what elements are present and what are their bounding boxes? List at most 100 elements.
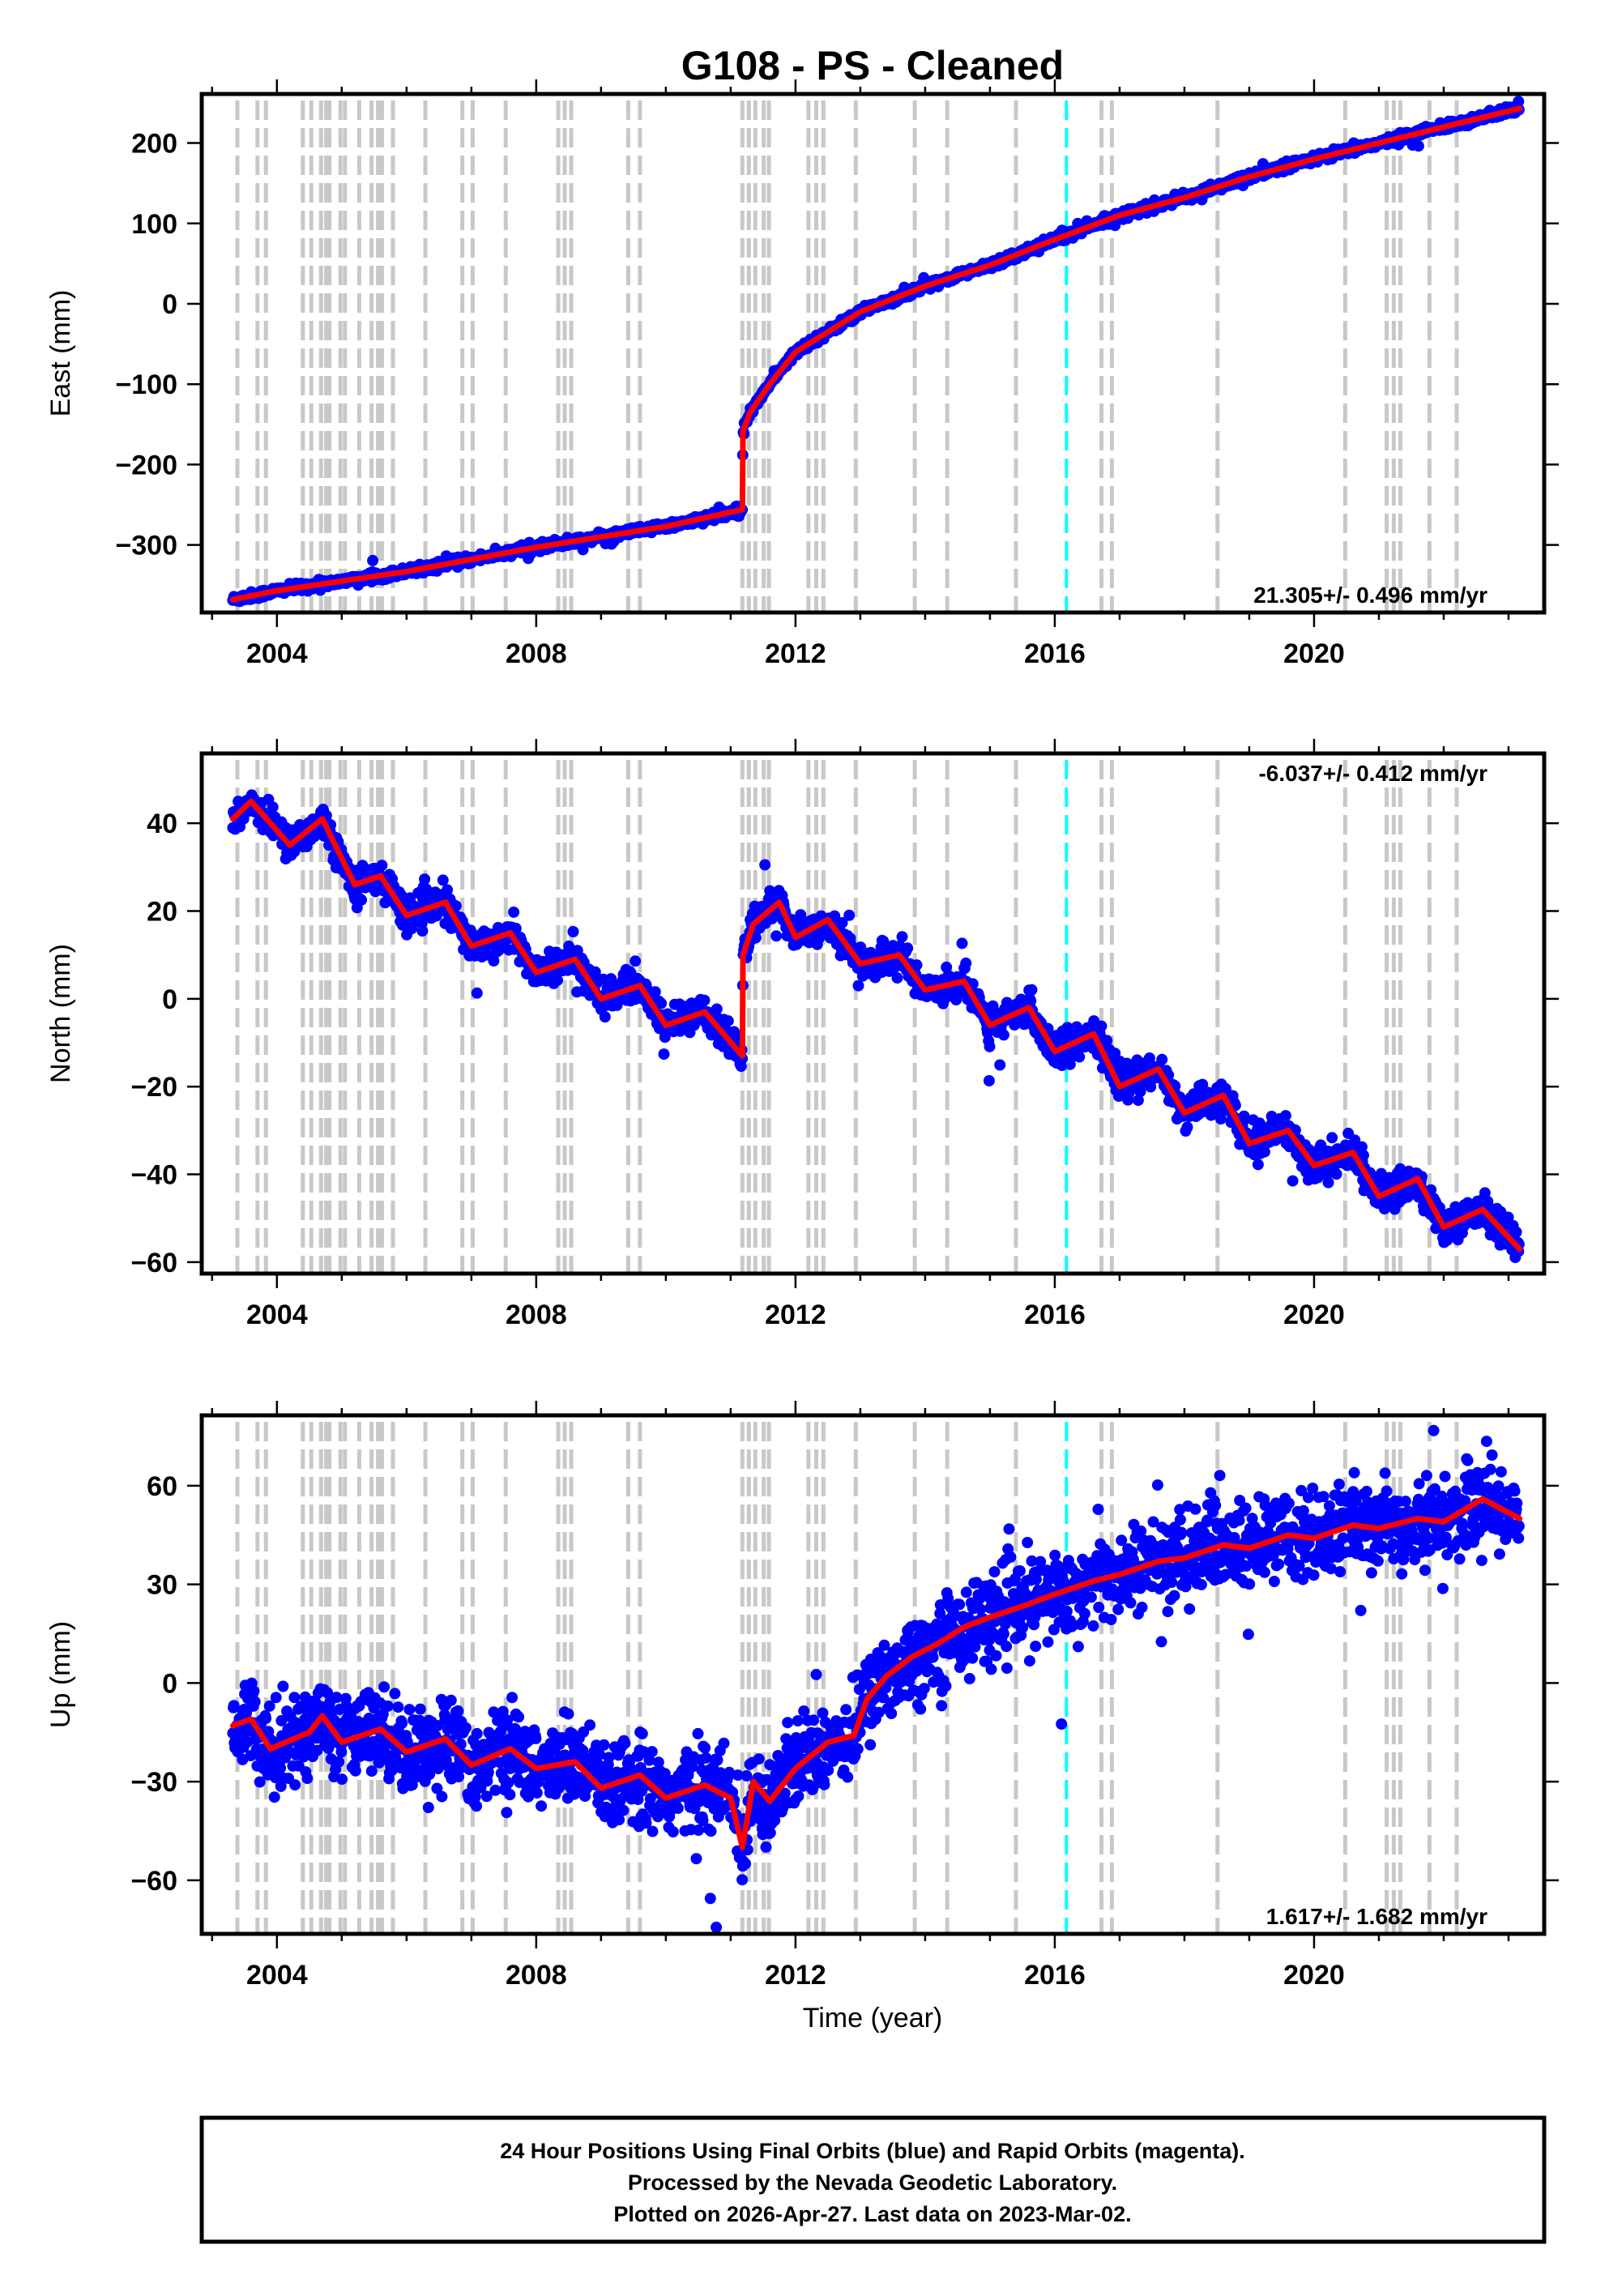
x-tick-label: 2016 [1024,638,1086,669]
data-point [419,873,431,886]
east-axis-label: East (mm) [45,290,76,417]
y-tick-label: −300 [115,531,177,561]
data-point [1026,984,1038,996]
data-point [1326,1132,1338,1144]
data-point [941,961,953,973]
data-point [770,930,783,942]
data-point [1330,1168,1342,1180]
y-tick-label: 40 [147,809,177,839]
data-point [1214,1113,1227,1125]
data-point [450,900,462,912]
data-point [891,972,903,984]
data-point [367,554,379,566]
data-point [1412,140,1424,152]
x-tick-label: 2020 [1283,638,1345,669]
data-point [1197,1078,1209,1090]
data-point [1025,995,1037,1007]
data-point [494,941,506,954]
y-tick-label: −60 [130,1248,177,1278]
y-tick-label: −20 [130,1072,177,1103]
data-point [471,987,483,999]
data-point [987,1000,999,1012]
data-point [1502,1211,1514,1223]
y-tick-label: 0 [162,984,177,1015]
data-point [1441,1234,1453,1246]
data-point [711,1003,723,1015]
data-point [983,1075,995,1086]
plot-frame [199,92,1547,615]
x-tick-label: 2004 [246,638,308,669]
data-point [563,940,575,952]
data-point [1322,1176,1334,1189]
data-point [984,1040,996,1052]
model-curve [229,798,1523,1253]
x-tick-label: 2004 [246,1300,308,1330]
y-tick-label: 100 [131,209,177,240]
data-point [997,1029,1009,1041]
data-point [508,906,520,918]
x-tick-label: 2016 [1024,1300,1086,1330]
data-point [902,942,914,954]
data-point [649,986,661,998]
data-point [852,979,864,992]
data-point [599,1011,611,1023]
data-point [376,860,388,872]
north-panel: 40 20 0 −20 −40 −60 2004 2008 2012 2016 2020 North… [45,739,1559,1330]
data-point [956,937,968,950]
data-point [267,801,279,813]
plot-frame [199,751,1547,1276]
data-point [510,923,522,934]
data-point [567,926,579,937]
data-point [1349,1134,1361,1146]
data-point [416,925,429,937]
x-tick-label: 2020 [1283,1300,1345,1330]
north-axis-label: North (mm) [45,944,76,1083]
data-point [1101,1035,1113,1047]
chart-title: G108 - PS - Cleaned [681,43,1064,88]
data-point [1073,1051,1086,1063]
data-point [836,917,848,928]
data-point [1357,1150,1369,1161]
data-point [855,941,867,954]
y-tick-label: 200 [131,129,177,160]
data-point [1287,1175,1299,1187]
data-point [960,957,972,969]
data-point [1132,1095,1144,1107]
x-tick-label: 2008 [506,1300,567,1330]
data-point [630,955,642,967]
data-point [749,932,762,944]
data-point [911,959,923,971]
data-point [1061,1022,1073,1034]
data-point [1510,1226,1522,1238]
data-point [994,1059,1006,1071]
x-tick-label: 2012 [765,638,826,669]
data-point [1181,1121,1193,1133]
east-rate-label: 21.305+/- 0.496 mm/yr [1253,583,1487,608]
data-point [1513,96,1525,108]
data-point [698,994,711,1006]
y-tick-label: 20 [147,896,177,927]
model-curve [229,105,1523,603]
data-point [1252,1159,1264,1171]
data-point [655,997,668,1009]
data-point [1095,1020,1108,1032]
y-tick-label: 0 [162,289,177,320]
data-point [488,955,500,967]
data-point [552,974,564,986]
data-point [843,909,856,921]
data-point [1156,1053,1168,1065]
data-point [437,874,449,886]
data-point [1355,1141,1368,1153]
data-point [722,1015,734,1027]
data-point [896,931,908,943]
x-tick-label: 2012 [765,1300,826,1330]
data-point [1134,1086,1146,1098]
data-point [658,1048,670,1061]
data-point [356,894,368,906]
x-tick-label: 2008 [506,638,567,669]
y-tick-label: −100 [115,369,177,400]
y-tick-label: −40 [130,1160,177,1191]
data-point [829,910,841,922]
